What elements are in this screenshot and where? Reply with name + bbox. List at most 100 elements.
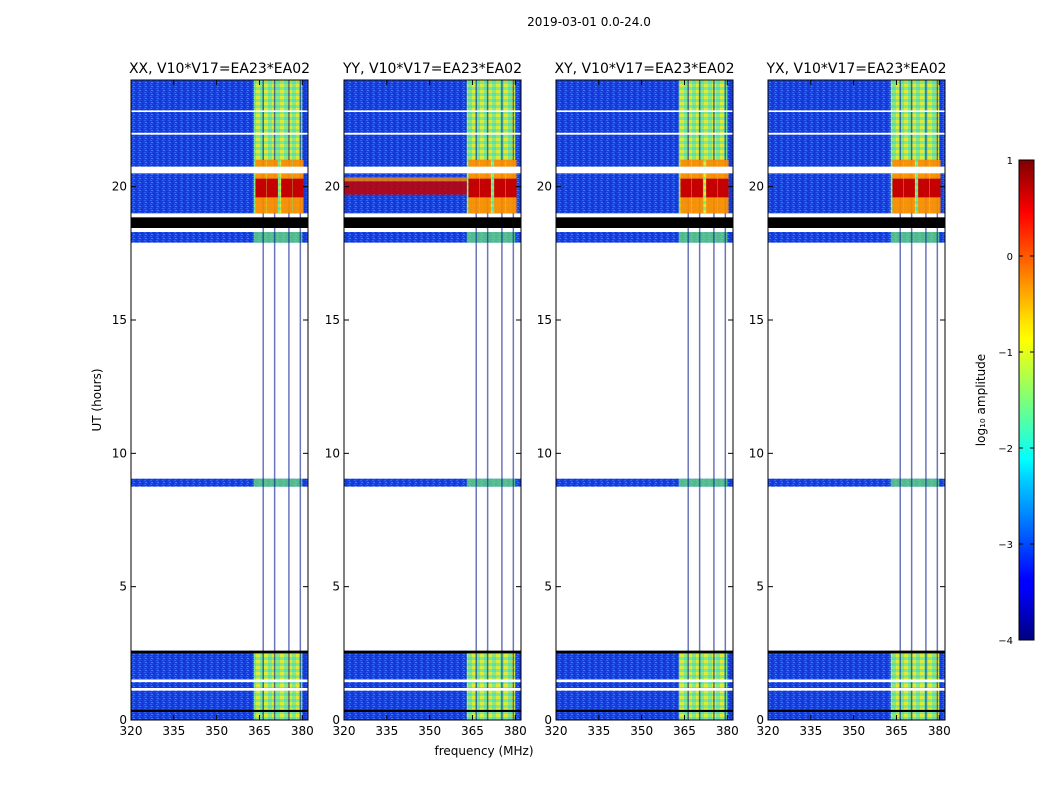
rfi-separator-2 [501, 80, 503, 720]
rfi-peak-2 [281, 178, 293, 198]
gap-low-1 [556, 679, 733, 683]
rfi-peak-2 [494, 178, 506, 198]
plot-frame [130, 79, 309, 721]
rfi-separator-0 [475, 80, 477, 720]
plot-frame [555, 79, 734, 721]
rfi-separator-3 [299, 80, 302, 720]
x-tick-label: 365 [248, 724, 271, 738]
panel-title: YX, V10*V17=EA23*EA02 [765, 61, 946, 77]
gap-2 [344, 110, 521, 112]
y-tick-label: 20 [112, 180, 127, 194]
y-tick-label: 0 [119, 713, 127, 727]
rfi-separator-1 [910, 80, 913, 720]
panel-2: XY, V10*V17=EA23*EA02 320 335 350 365 380 0 5 10… [537, 61, 739, 738]
colorbar-tick-label: −2 [998, 444, 1013, 455]
colorbar-tick-label: −1 [998, 348, 1013, 359]
gap-low-1 [768, 679, 945, 683]
flag-band-0 [768, 217, 945, 228]
data-block-2 [344, 232, 521, 243]
flag-band-0 [344, 217, 521, 228]
colorbar-tick-label: −4 [998, 636, 1013, 647]
panel-0: XX, V10*V17=EA23*EA02 320 335 350 365 380 0 5 10… [112, 61, 314, 738]
rfi-block-0 [466, 650, 516, 720]
flag-band-0 [556, 217, 733, 228]
rfi-separator-0 [262, 80, 264, 720]
gap-0 [344, 166, 521, 174]
rfi-peak-3 [929, 178, 941, 198]
flag-band-1 [344, 650, 521, 654]
gap-2 [768, 110, 945, 112]
rfi-block-2 [253, 232, 303, 243]
x-tick-label: 335 [162, 724, 185, 738]
x-tick-label: 380 [291, 724, 314, 738]
panel-3: YX, V10*V17=EA23*EA02 320 335 350 365 380 0 5 10… [749, 61, 951, 738]
rfi-peak-1 [266, 178, 278, 198]
rfi-peak-0 [255, 178, 267, 198]
rfi-separator-0 [899, 80, 901, 720]
panel-1: YY, V10*V17=EA23*EA02 320 335 350 365 380 0 5 10… [325, 61, 527, 738]
flag-band-2 [131, 709, 308, 712]
rfi-separator-0 [687, 80, 689, 720]
gap-2 [556, 110, 733, 112]
rfi-separator-3 [724, 80, 727, 720]
panel-title: YY, V10*V17=EA23*EA02 [342, 61, 522, 77]
panels-group: XX, V10*V17=EA23*EA02 320 335 350 365 380 0 5 10… [112, 61, 951, 738]
rfi-block-2 [466, 232, 516, 243]
x-tick-label: 350 [630, 724, 653, 738]
flag-band-1 [556, 650, 733, 654]
x-tick-label: 380 [716, 724, 739, 738]
rfi-block-0 [253, 650, 303, 720]
rfi-peak-3 [717, 178, 729, 198]
gap-low-0 [344, 688, 521, 691]
rfi-peak-0 [892, 178, 904, 198]
y-tick-label: 0 [332, 713, 340, 727]
flag-band-2 [768, 709, 945, 712]
rfi-peak-3 [505, 178, 517, 198]
data-block-1 [556, 478, 733, 487]
y-tick-label: 5 [119, 580, 127, 594]
rfi-peak-3 [292, 178, 304, 198]
rfi-separator-1 [698, 80, 701, 720]
colorbar-tick-label: 1 [1007, 156, 1013, 167]
rfi-peak-0 [468, 178, 480, 198]
rfi-block-2 [890, 232, 940, 243]
y-tick-label: 20 [325, 180, 340, 194]
y-tick-label: 15 [112, 313, 127, 327]
y-tick-label: 5 [544, 580, 552, 594]
x-tick-label: 350 [842, 724, 865, 738]
y-tick-label: 10 [749, 446, 764, 460]
rfi-block-1 [890, 478, 940, 487]
x-tick-label: 320 [333, 724, 356, 738]
x-tick-label: 365 [673, 724, 696, 738]
x-tick-label: 365 [461, 724, 484, 738]
x-tick-label: 320 [545, 724, 568, 738]
rfi-block-1 [253, 478, 303, 487]
data-block-2 [131, 232, 308, 243]
rfi-peak-2 [918, 178, 930, 198]
flag-band-2 [556, 709, 733, 712]
x-tick-label: 335 [799, 724, 822, 738]
gap-low-0 [131, 688, 308, 691]
colorbar-tick-label: −3 [998, 540, 1013, 551]
rfi-block-2 [678, 232, 728, 243]
y-tick-label: 10 [537, 446, 552, 460]
panel-title: XY, V10*V17=EA23*EA02 [554, 61, 734, 77]
y-tick-label: 0 [544, 713, 552, 727]
data-block-2 [768, 232, 945, 243]
gap-0 [556, 166, 733, 174]
y-tick-label: 15 [537, 313, 552, 327]
y-axis-label: UT (hours) [90, 368, 104, 431]
plot-frame [343, 79, 522, 721]
colorbar-gradient [1018, 159, 1035, 641]
gap-1 [768, 132, 945, 135]
broadband-rfi-halo [344, 177, 467, 182]
gap-1 [131, 132, 308, 135]
flag-band-2 [344, 709, 521, 712]
gap-low-0 [556, 688, 733, 691]
y-tick-label: 5 [756, 580, 764, 594]
gap-2 [131, 110, 308, 112]
rfi-separator-2 [288, 80, 290, 720]
x-tick-label: 365 [885, 724, 908, 738]
data-block-2 [556, 232, 733, 243]
